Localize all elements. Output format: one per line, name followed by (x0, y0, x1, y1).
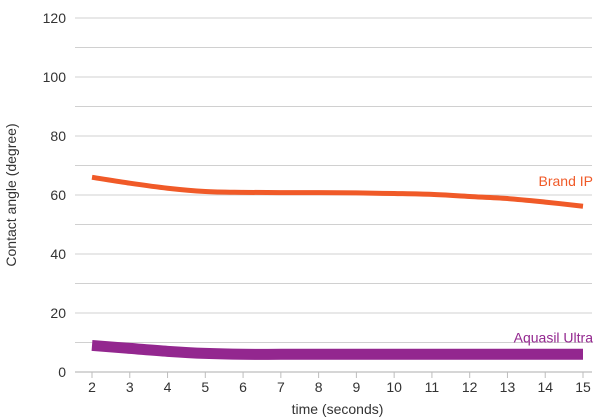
x-tick-label: 13 (500, 379, 516, 395)
y-tick-label: 0 (58, 364, 66, 380)
x-tick-label: 15 (575, 379, 591, 395)
x-tick-label: 12 (462, 379, 478, 395)
series-layer (91, 174, 584, 360)
y-axis-title: Contact angle (degree) (3, 123, 19, 266)
y-tick-label: 60 (50, 187, 66, 203)
axis-layer (75, 371, 592, 378)
series-label: Aquasil Ultra (514, 329, 594, 345)
x-tick-label: 8 (315, 379, 323, 395)
series-label: Brand IP (539, 173, 593, 189)
y-tick-label: 20 (50, 305, 66, 321)
grid-layer (75, 17, 592, 343)
y-tick-label: 80 (50, 128, 66, 144)
x-tick-label: 5 (201, 379, 209, 395)
x-tick-label: 14 (537, 379, 553, 395)
series-line-brand-ip (91, 174, 584, 209)
label-layer: 0 20 40 60 80 100 120 2 3 4 5 6 7 8 9 10 11 12 13 14 15 Brand… (43, 10, 594, 395)
x-axis-title: time (seconds) (292, 401, 384, 417)
x-tick-label: 2 (88, 379, 96, 395)
y-tick-label: 120 (43, 10, 67, 26)
x-tick-label: 9 (352, 379, 360, 395)
x-tick-label: 10 (386, 379, 402, 395)
y-tick-label: 40 (50, 246, 66, 262)
y-tick-label: 100 (43, 69, 67, 85)
x-tick-label: 6 (239, 379, 247, 395)
series-line-aquasil-ultra (91, 339, 583, 360)
x-tick-label: 3 (126, 379, 134, 395)
x-tick-label: 4 (164, 379, 172, 395)
x-tick-label: 11 (425, 379, 440, 395)
x-tick-label: 7 (277, 379, 285, 395)
